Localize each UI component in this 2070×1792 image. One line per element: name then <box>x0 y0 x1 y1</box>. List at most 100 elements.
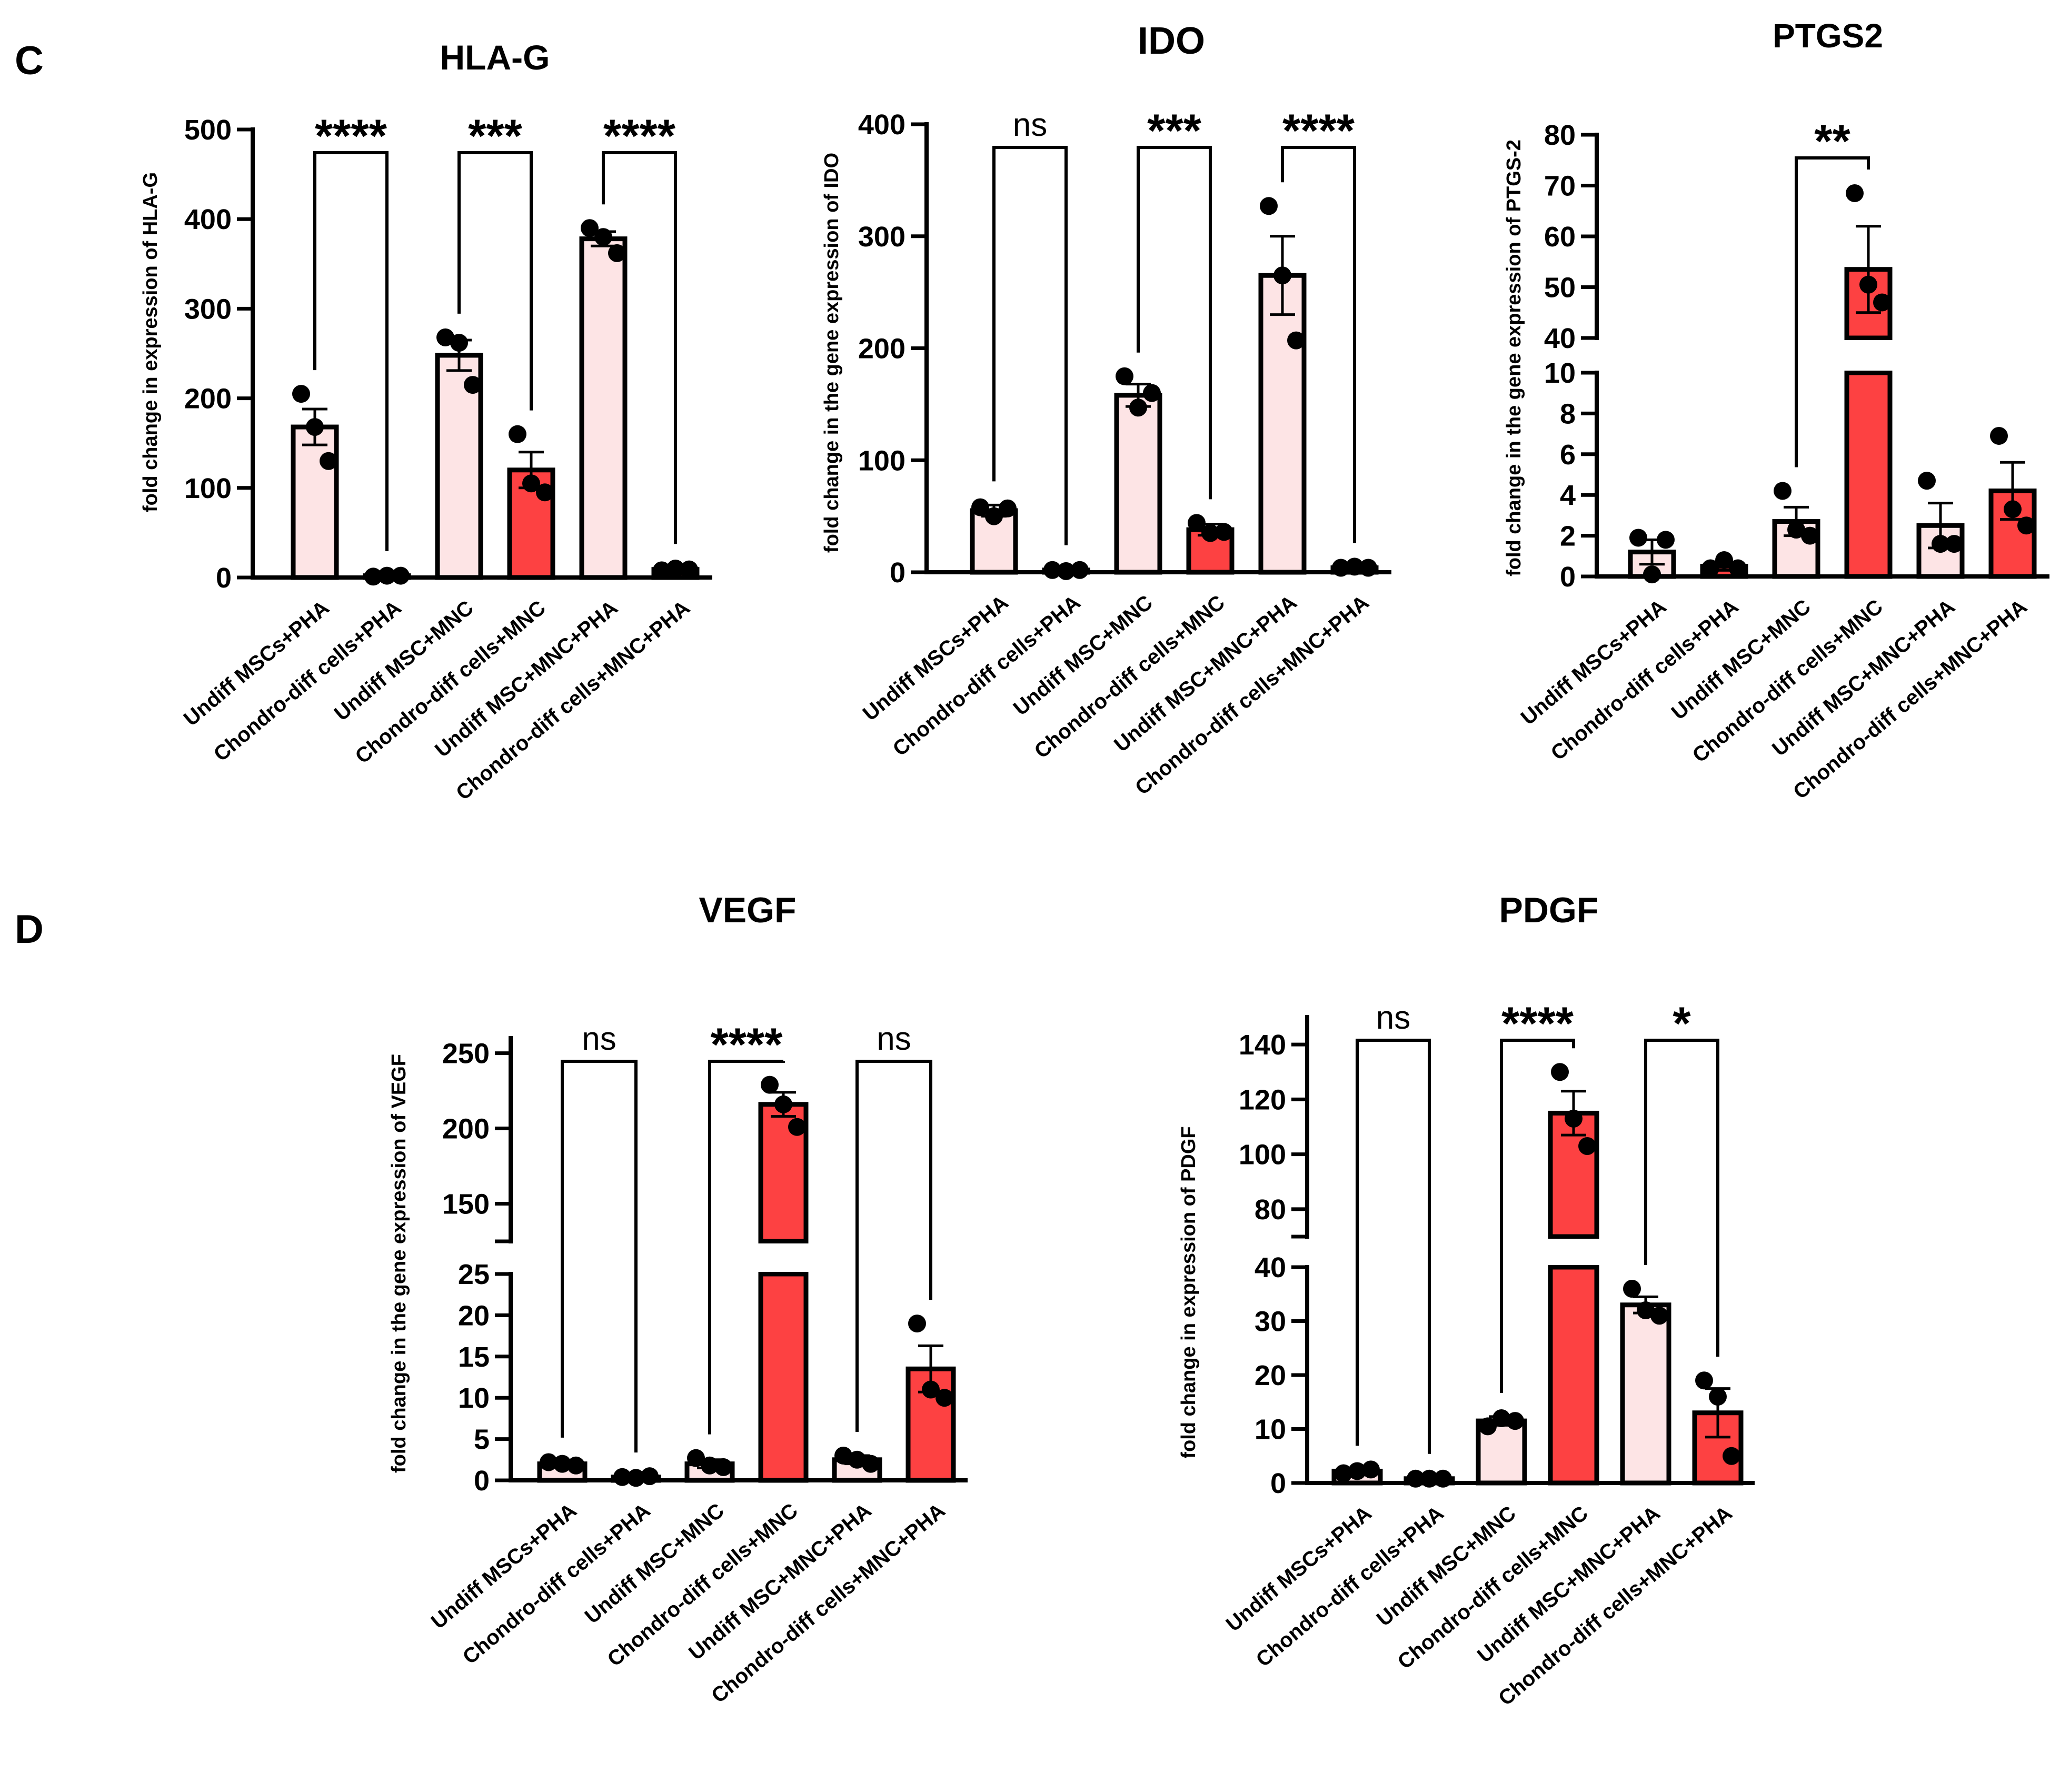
data-point <box>2004 500 2022 519</box>
data-point <box>1729 559 1747 578</box>
y-tick-label: 50 <box>1544 272 1576 304</box>
data-point <box>1990 426 2008 445</box>
chart-pdgf: PDGF fold change in expression of PDGF 0 10… <box>1178 890 1755 1710</box>
data-point <box>1774 482 1792 500</box>
y-axis-label: fold change in the gene expression of ID… <box>821 153 843 553</box>
data-point <box>536 483 554 502</box>
data-point <box>1071 561 1089 579</box>
bar <box>1114 393 1162 575</box>
data-point <box>464 376 482 394</box>
data-point <box>1643 565 1661 584</box>
data-point <box>1348 1462 1366 1480</box>
significance-label: **** <box>1282 104 1355 156</box>
data-point <box>522 474 540 493</box>
y-tick-label: 250 <box>442 1038 490 1070</box>
data-point <box>1346 557 1364 576</box>
data-point <box>1273 266 1291 285</box>
y-tick-label: 20 <box>1255 1360 1286 1391</box>
y-tick-label: 0 <box>1270 1468 1286 1499</box>
data-point <box>680 560 698 579</box>
y-axis-label: fold change in the gene expression of VE… <box>388 1054 410 1473</box>
significance-bracket <box>1137 146 1212 500</box>
data-point <box>1701 559 1719 578</box>
chart-title: VEGF <box>699 890 796 930</box>
x-category-label: Undiff MSC+MNC <box>581 1499 729 1628</box>
significance-bracket <box>992 146 1068 545</box>
data-point <box>936 1389 953 1407</box>
y-tick-label: 4 <box>1560 480 1576 511</box>
data-point <box>1801 526 1819 545</box>
data-point <box>364 568 382 586</box>
data-point <box>1479 1417 1497 1436</box>
data-point <box>392 566 410 585</box>
chart-hla-g: HLA-G fold change in expression of HLA-G 0… <box>140 38 712 805</box>
y-tick-label: 80 <box>1255 1194 1286 1226</box>
y-tick-label: 200 <box>184 383 232 415</box>
data-point <box>666 559 684 578</box>
bar <box>291 424 339 580</box>
y-tick-label: 0 <box>216 562 232 594</box>
data-point <box>1260 197 1278 215</box>
data-point <box>1787 520 1805 539</box>
significance-bracket <box>855 1060 932 1432</box>
data-point <box>1723 1447 1740 1465</box>
data-point <box>320 452 337 470</box>
data-point <box>1116 367 1133 385</box>
data-point <box>306 418 324 436</box>
y-axis-label: fold change in the gene expression of PT… <box>1503 140 1525 576</box>
bar <box>1844 370 1893 579</box>
y-tick-label: 500 <box>184 114 232 146</box>
data-point <box>594 228 612 246</box>
data-point <box>627 1469 645 1487</box>
data-point <box>971 498 989 516</box>
chart-ido: IDO fold change in the gene expression of… <box>821 20 1391 800</box>
y-tick-label: 100 <box>1239 1139 1286 1171</box>
data-point <box>862 1455 880 1473</box>
y-tick-label: 300 <box>858 221 905 253</box>
data-point <box>553 1455 571 1473</box>
data-point <box>687 1449 705 1467</box>
chart-title: PTGS2 <box>1773 17 1883 55</box>
significance-bracket <box>708 1060 785 1435</box>
data-point <box>774 1095 792 1113</box>
data-point <box>761 1076 779 1094</box>
data-point <box>1873 293 1891 312</box>
data-point <box>788 1118 806 1136</box>
bar-break-gap <box>1844 340 1893 371</box>
y-tick-label: 60 <box>1544 221 1576 253</box>
y-tick-label: 200 <box>858 333 905 365</box>
significance-bracket <box>602 151 677 544</box>
data-point <box>1551 1063 1569 1081</box>
significance-label: *** <box>1147 104 1201 156</box>
bar <box>1620 1302 1671 1486</box>
significance-bracket <box>457 151 533 411</box>
y-tick-label: 8 <box>1560 398 1576 430</box>
bar <box>1258 273 1307 575</box>
data-point <box>1629 529 1647 547</box>
y-tick-label: 200 <box>442 1113 490 1145</box>
panel-letter-c: C <box>15 38 44 83</box>
y-tick-label: 100 <box>184 473 232 504</box>
data-point <box>1359 559 1377 577</box>
y-tick-label: 20 <box>458 1300 490 1331</box>
significance-label: ns <box>877 1021 911 1057</box>
chart-ptgs2: PTGS2 fold change in the gene expression … <box>1503 17 2049 804</box>
data-point <box>613 1468 631 1486</box>
y-tick-label: 30 <box>1255 1306 1286 1338</box>
data-point <box>378 566 396 585</box>
y-tick-label: 400 <box>184 204 232 235</box>
data-point <box>653 561 671 580</box>
significance-bracket <box>1500 1039 1575 1393</box>
y-tick-label: 70 <box>1544 171 1576 202</box>
data-point <box>1143 384 1161 402</box>
data-point <box>1434 1469 1452 1488</box>
data-point <box>1637 1301 1655 1319</box>
data-point <box>641 1467 659 1486</box>
data-point <box>1335 1464 1352 1482</box>
y-tick-label: 0 <box>1560 561 1576 593</box>
significance-bracket <box>1644 1039 1719 1357</box>
data-point <box>1057 562 1075 580</box>
data-point <box>1846 184 1864 202</box>
significance-label: **** <box>1501 997 1574 1049</box>
data-point <box>1287 331 1305 350</box>
